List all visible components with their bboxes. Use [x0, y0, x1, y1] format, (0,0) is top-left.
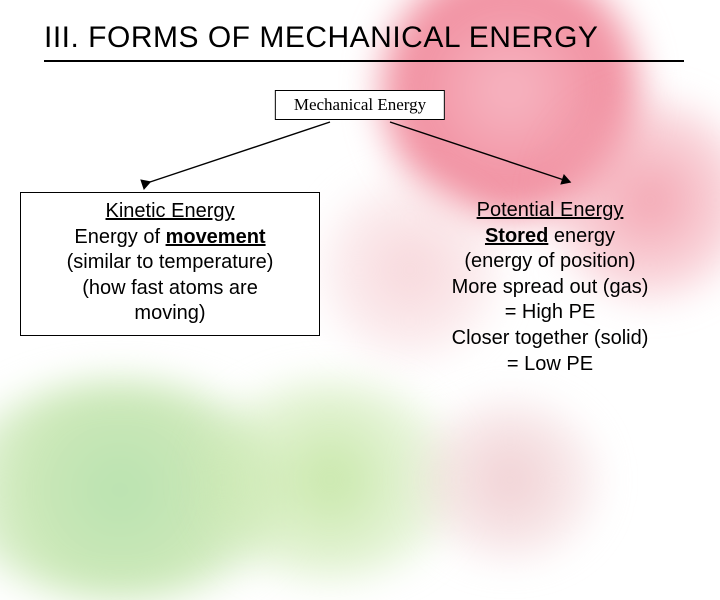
title-underline	[44, 60, 684, 62]
kinetic-line4: moving)	[134, 302, 205, 324]
branch-arrows	[0, 120, 720, 190]
kinetic-node: Kinetic Energy Energy of movement (simil…	[20, 192, 320, 383]
potential-line1b: energy	[548, 225, 615, 247]
potential-line6: = Low PE	[507, 353, 593, 375]
potential-node: Potential Energy Stored energy (energy o…	[400, 192, 700, 383]
kinetic-line1b: movement	[166, 226, 266, 248]
potential-line5: Closer together (solid)	[452, 327, 649, 349]
kinetic-heading: Kinetic Energy	[106, 200, 235, 222]
potential-line4: = High PE	[505, 301, 596, 323]
potential-line3: More spread out (gas)	[452, 276, 649, 298]
potential-heading: Potential Energy	[477, 199, 624, 221]
kinetic-line3: (how fast atoms are	[82, 277, 258, 299]
kinetic-line2: (similar to temperature)	[67, 251, 274, 273]
potential-line1a: Stored	[485, 225, 548, 247]
root-node: Mechanical Energy	[275, 90, 445, 120]
potential-line2: (energy of position)	[464, 250, 635, 272]
page-title: III. FORMS OF MECHANICAL ENERGY	[44, 20, 676, 56]
kinetic-line1a: Energy of	[74, 226, 165, 248]
